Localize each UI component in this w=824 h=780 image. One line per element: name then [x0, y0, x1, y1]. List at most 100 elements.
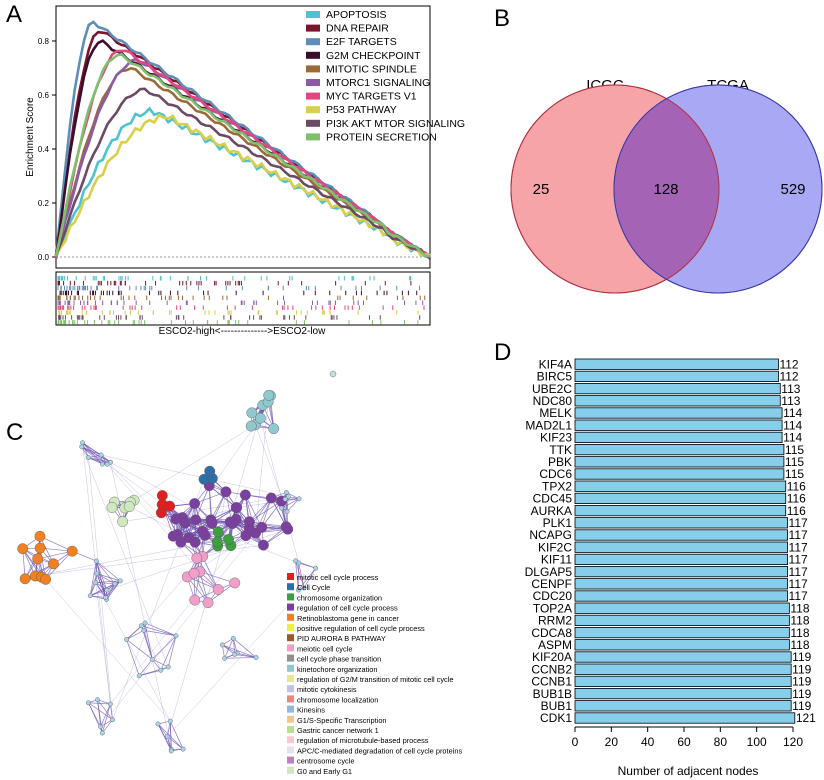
network-node: [197, 525, 208, 537]
network-node: [224, 516, 236, 528]
network-edge: [144, 622, 177, 637]
bar-value-label: 119: [792, 675, 811, 689]
network-legend-swatch: [287, 675, 294, 682]
network-edge: [152, 635, 177, 660]
network-edge: [88, 457, 113, 720]
network-edge: [89, 561, 97, 596]
bar-x-axis-label: Number of adjacent nodes: [618, 764, 759, 778]
network-edge: [193, 573, 209, 603]
network-legend-swatch: [287, 644, 294, 652]
network-edge: [126, 630, 144, 640]
network-edge: [126, 625, 142, 640]
network-edge: [96, 560, 116, 585]
network-edge: [286, 498, 300, 512]
bar-value-label: 119: [792, 699, 811, 713]
bar-aurka: [574, 504, 787, 517]
bar-category-label: CENPF: [531, 577, 572, 591]
bar-pbk: [574, 456, 785, 468]
network-node: [211, 536, 223, 548]
bar-value-label: 113: [781, 382, 800, 396]
bar-kif20a: [574, 651, 792, 663]
bar-cdca8: [574, 627, 790, 639]
network-node: [40, 573, 52, 585]
network-node: [32, 553, 44, 565]
gsea-y-tick-label: 0.0: [38, 253, 50, 262]
bar-value-label: 118: [790, 638, 809, 652]
network-edge: [105, 580, 121, 598]
gsea-plot: Enrichment Score 0.0 0.2 0.4 0.6 0.8 APOPTOS…: [25, 5, 465, 337]
network-edge: [196, 557, 219, 590]
network-edge: [35, 535, 246, 577]
bar-value-label: 118: [790, 614, 809, 628]
network-edge: [202, 556, 219, 590]
network-node: [106, 502, 118, 513]
network-legend-swatch: [287, 573, 294, 580]
network-node: [263, 389, 275, 401]
network-edge: [255, 401, 269, 534]
gsea-hit-panel: [55, 271, 431, 326]
network-node: [117, 516, 129, 527]
bar-x-tick-label: 40: [641, 735, 655, 749]
network-node: [229, 577, 241, 589]
network-legend-swatch: [287, 613, 294, 621]
bar-value-label: 121: [796, 711, 816, 725]
bar-value-label: 117: [789, 565, 808, 579]
network-node: [188, 567, 200, 579]
gsea-legend-swatch: [306, 51, 320, 59]
bar-bub1b: [574, 688, 792, 700]
bar-category-label: TTK: [549, 443, 572, 457]
network-edge: [82, 442, 89, 458]
bar-category-label: AURKA: [531, 504, 572, 518]
gsea-legend-label: E2F TARGETS: [326, 36, 397, 48]
network-node: [230, 635, 236, 641]
network-edge: [167, 587, 305, 737]
bar-kif23: [574, 431, 783, 444]
network-node: [212, 584, 224, 595]
network-edge: [45, 550, 73, 580]
gsea-legend-swatch: [306, 24, 320, 32]
network-node: [295, 587, 301, 593]
bar-x-tick-label: 60: [677, 735, 691, 749]
network-edge: [209, 485, 237, 508]
gsea-legend-swatch: [306, 92, 320, 100]
bar-bub1: [574, 700, 792, 712]
network-edge: [261, 500, 282, 528]
network-node: [98, 724, 104, 730]
bar-value-label: 119: [792, 687, 811, 701]
network-edge: [224, 657, 257, 659]
network-node: [245, 420, 257, 432]
bar-value-label: 114: [783, 406, 802, 420]
bar-kif11: [574, 553, 788, 566]
network-edge: [177, 522, 213, 535]
network-edge: [82, 442, 103, 465]
network-edge: [100, 454, 178, 535]
network-edge: [106, 464, 201, 572]
bar-ndc80: [574, 395, 781, 407]
network-edge: [133, 424, 256, 501]
bar-category-label: KIF11: [541, 553, 572, 567]
network-legend-swatch: [287, 654, 294, 662]
network-legend-swatch: [287, 634, 294, 642]
network-legend-swatch: [287, 756, 294, 764]
network-edge: [82, 442, 111, 463]
network-edge: [102, 703, 111, 734]
gsea-y-axis-label: Enrichment Score: [25, 97, 36, 177]
network-legend-label: Retinoblastoma gene in cancer: [297, 614, 399, 623]
bar-x-tick-label: 0: [572, 735, 579, 749]
network-node: [284, 490, 289, 495]
network-node: [34, 530, 46, 542]
gsea-legend-swatch: [306, 65, 320, 73]
bar-cenpf: [574, 578, 788, 590]
venn-right-outline: [613, 84, 823, 294]
network-edge: [110, 528, 250, 705]
bar-category-label: KIF4A: [539, 357, 572, 371]
network-edge: [281, 498, 300, 509]
network-node: [142, 620, 148, 626]
network-edge: [143, 630, 177, 637]
bar-value-label: 119: [792, 650, 811, 664]
network-legend-swatch: [287, 726, 294, 733]
network-edge: [195, 507, 237, 521]
gsea-legend-label: MITOTIC SPINDLE: [326, 63, 417, 75]
network-node: [232, 651, 238, 657]
venn-diagram: ICGC TCGA 25 128 529: [510, 77, 823, 294]
